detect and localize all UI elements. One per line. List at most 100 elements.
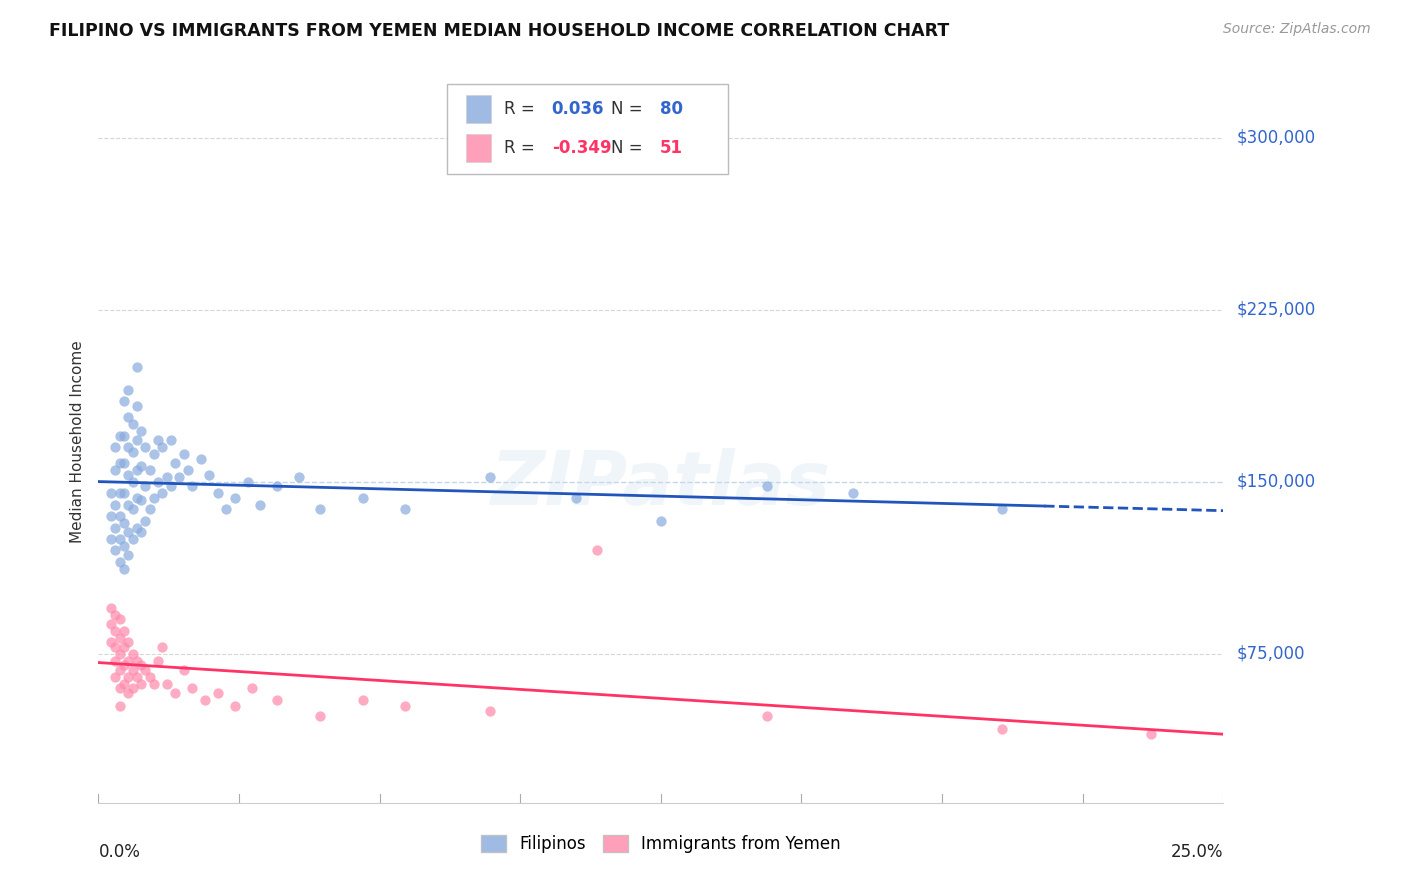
Text: N =: N = [612,100,648,119]
Point [224,699,246,714]
Point [394,699,416,714]
Text: $75,000: $75,000 [1237,645,1306,663]
Point [121,647,143,661]
Point [104,607,127,622]
Point [134,514,156,528]
Point [104,624,127,638]
Point [129,458,152,473]
Point [125,359,148,374]
FancyBboxPatch shape [467,95,491,123]
Text: ZIPatlas: ZIPatlas [491,449,831,522]
Point [117,686,139,700]
Point [121,445,143,459]
Point [108,509,131,524]
Point [121,663,143,677]
Point [108,532,131,546]
Point [104,498,127,512]
Point [142,491,165,505]
Point [117,548,139,562]
Point [207,486,229,500]
Point [117,498,139,512]
Point [117,525,139,540]
Point [112,562,135,576]
Y-axis label: Median Household Income: Median Household Income [69,340,84,543]
Point [650,514,672,528]
Point [240,681,263,695]
Point [181,681,204,695]
Point [129,525,152,540]
Point [479,704,502,718]
Point [125,654,148,668]
Point [142,447,165,461]
FancyBboxPatch shape [467,134,491,162]
Point [100,600,122,615]
Point [121,475,143,489]
Point [841,486,863,500]
Point [117,383,139,397]
Point [146,654,169,668]
Text: N =: N = [612,139,648,157]
Point [586,543,609,558]
Point [117,654,139,668]
Point [287,470,309,484]
Point [100,486,122,500]
FancyBboxPatch shape [447,84,728,174]
Point [990,723,1012,737]
Point [165,686,187,700]
Point [112,640,135,654]
Point [104,440,127,454]
Point [134,440,156,454]
Point [108,456,131,470]
Point [266,692,288,706]
Point [198,467,221,482]
Point [150,640,173,654]
Point [104,640,127,654]
Point [129,658,152,673]
Point [117,670,139,684]
Point [104,654,127,668]
Point [194,692,217,706]
Point [150,440,173,454]
Point [104,520,127,534]
Point [155,676,177,690]
Text: -0.349: -0.349 [551,139,612,157]
Point [125,434,148,448]
Text: R =: R = [505,139,540,157]
Point [564,491,586,505]
Point [173,663,195,677]
Point [121,502,143,516]
Point [108,486,131,500]
Point [100,635,122,649]
Point [121,681,143,695]
Point [309,502,332,516]
Text: R =: R = [505,100,540,119]
Point [134,479,156,493]
Point [100,509,122,524]
Point [112,539,135,553]
Point [104,543,127,558]
Point [112,394,135,409]
Text: 25.0%: 25.0% [1171,843,1223,861]
Point [160,479,183,493]
Point [756,479,779,493]
Point [190,451,212,466]
Point [125,670,148,684]
Point [108,631,131,645]
Point [150,486,173,500]
Text: $300,000: $300,000 [1237,128,1316,146]
Point [266,479,288,493]
Point [112,456,135,470]
Text: 80: 80 [659,100,683,119]
Point [173,447,195,461]
Point [224,491,246,505]
Point [121,417,143,432]
Point [249,498,271,512]
Point [100,532,122,546]
Point [112,486,135,500]
Point [129,493,152,508]
Point [215,502,238,516]
Point [125,491,148,505]
Point [112,624,135,638]
Text: $150,000: $150,000 [1237,473,1316,491]
Point [112,516,135,530]
